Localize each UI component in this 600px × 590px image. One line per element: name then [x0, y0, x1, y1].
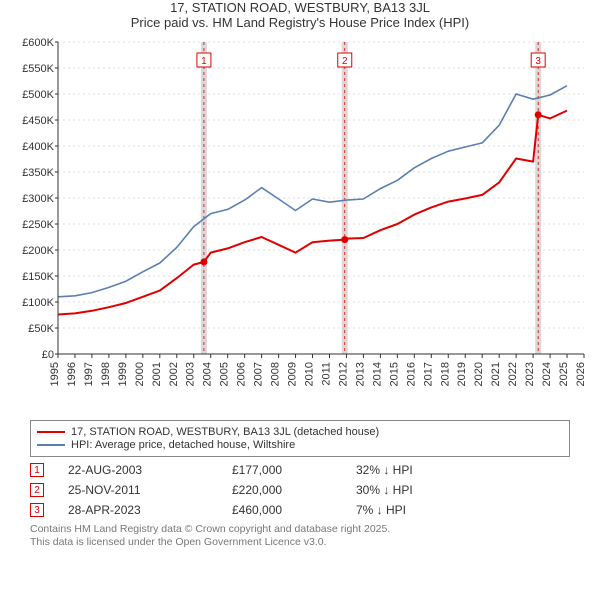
- svg-text:1: 1: [201, 56, 207, 67]
- legend-item: HPI: Average price, detached house, Wilt…: [37, 439, 563, 451]
- svg-text:2005: 2005: [219, 362, 231, 386]
- svg-text:2011: 2011: [320, 362, 332, 386]
- svg-text:2020: 2020: [473, 362, 485, 386]
- svg-text:2002: 2002: [168, 362, 180, 386]
- svg-text:£0: £0: [42, 349, 54, 361]
- svg-text:£350K: £350K: [22, 167, 54, 179]
- svg-text:1997: 1997: [83, 362, 95, 386]
- event-row: 2 25-NOV-2011 £220,000 30% ↓ HPI: [30, 483, 570, 497]
- svg-text:2025: 2025: [558, 362, 570, 386]
- svg-text:2021: 2021: [490, 362, 502, 386]
- svg-text:2024: 2024: [541, 362, 553, 386]
- event-row: 1 22-AUG-2003 £177,000 32% ↓ HPI: [30, 463, 570, 477]
- legend: 17, STATION ROAD, WESTBURY, BA13 3JL (de…: [30, 420, 570, 457]
- svg-text:£50K: £50K: [28, 323, 54, 335]
- svg-text:2018: 2018: [439, 362, 451, 386]
- svg-text:2016: 2016: [405, 362, 417, 386]
- svg-text:2: 2: [342, 56, 348, 67]
- event-row: 3 28-APR-2023 £460,000 7% ↓ HPI: [30, 503, 570, 517]
- svg-text:£100K: £100K: [22, 297, 54, 309]
- footnote-line: This data is licensed under the Open Gov…: [30, 536, 570, 549]
- svg-text:£500K: £500K: [22, 89, 54, 101]
- svg-text:2006: 2006: [236, 362, 248, 386]
- svg-text:2012: 2012: [337, 362, 349, 386]
- svg-text:£600K: £600K: [22, 37, 54, 49]
- event-marker-icon: 1: [30, 463, 44, 477]
- legend-label: 17, STATION ROAD, WESTBURY, BA13 3JL (de…: [71, 426, 379, 438]
- chart-container: £0 £50K £100K £150K £200K £250K £300K £350K £400…: [10, 34, 590, 414]
- svg-text:1995: 1995: [49, 362, 61, 386]
- svg-text:£250K: £250K: [22, 219, 54, 231]
- svg-text:2009: 2009: [287, 362, 299, 386]
- svg-text:2013: 2013: [354, 362, 366, 386]
- footnote: Contains HM Land Registry data © Crown c…: [30, 523, 570, 549]
- svg-text:2026: 2026: [575, 362, 587, 386]
- event-price: £177,000: [232, 463, 332, 477]
- svg-text:£450K: £450K: [22, 115, 54, 127]
- svg-text:2004: 2004: [202, 362, 214, 386]
- chart-title: 17, STATION ROAD, WESTBURY, BA13 3JL: [0, 0, 600, 15]
- svg-text:2014: 2014: [371, 362, 383, 386]
- svg-text:2000: 2000: [134, 362, 146, 386]
- event-marker-icon: 3: [30, 503, 44, 517]
- svg-text:£300K: £300K: [22, 193, 54, 205]
- svg-text:2003: 2003: [185, 362, 197, 386]
- svg-text:2015: 2015: [388, 362, 400, 386]
- event-diff: 32% ↓ HPI: [356, 463, 456, 477]
- svg-text:£400K: £400K: [22, 141, 54, 153]
- svg-text:£200K: £200K: [22, 245, 54, 257]
- svg-text:2010: 2010: [304, 362, 316, 386]
- event-price: £460,000: [232, 503, 332, 517]
- svg-text:1996: 1996: [66, 362, 78, 386]
- svg-text:2017: 2017: [422, 362, 434, 386]
- events-table: 1 22-AUG-2003 £177,000 32% ↓ HPI 2 25-NO…: [30, 463, 570, 517]
- svg-text:£150K: £150K: [22, 271, 54, 283]
- legend-item: 17, STATION ROAD, WESTBURY, BA13 3JL (de…: [37, 426, 563, 438]
- event-marker-icon: 2: [30, 483, 44, 497]
- svg-text:2023: 2023: [524, 362, 536, 386]
- event-date: 22-AUG-2003: [68, 463, 208, 477]
- svg-text:2008: 2008: [270, 362, 282, 386]
- event-price: £220,000: [232, 483, 332, 497]
- svg-text:2019: 2019: [456, 362, 468, 386]
- footnote-line: Contains HM Land Registry data © Crown c…: [30, 523, 570, 536]
- legend-swatch: [37, 431, 65, 433]
- event-diff: 7% ↓ HPI: [356, 503, 456, 517]
- legend-swatch: [37, 444, 65, 446]
- svg-text:3: 3: [535, 56, 541, 67]
- line-chart: £0 £50K £100K £150K £200K £250K £300K £350K £400…: [10, 34, 590, 414]
- chart-subtitle: Price paid vs. HM Land Registry's House …: [0, 15, 600, 30]
- svg-text:2001: 2001: [151, 362, 163, 386]
- svg-text:£550K: £550K: [22, 63, 54, 75]
- svg-text:1999: 1999: [117, 362, 129, 386]
- event-diff: 30% ↓ HPI: [356, 483, 456, 497]
- legend-label: HPI: Average price, detached house, Wilt…: [71, 439, 295, 451]
- event-date: 25-NOV-2011: [68, 483, 208, 497]
- svg-text:2022: 2022: [507, 362, 519, 386]
- svg-text:1998: 1998: [100, 362, 112, 386]
- svg-text:2007: 2007: [253, 362, 265, 386]
- event-date: 28-APR-2023: [68, 503, 208, 517]
